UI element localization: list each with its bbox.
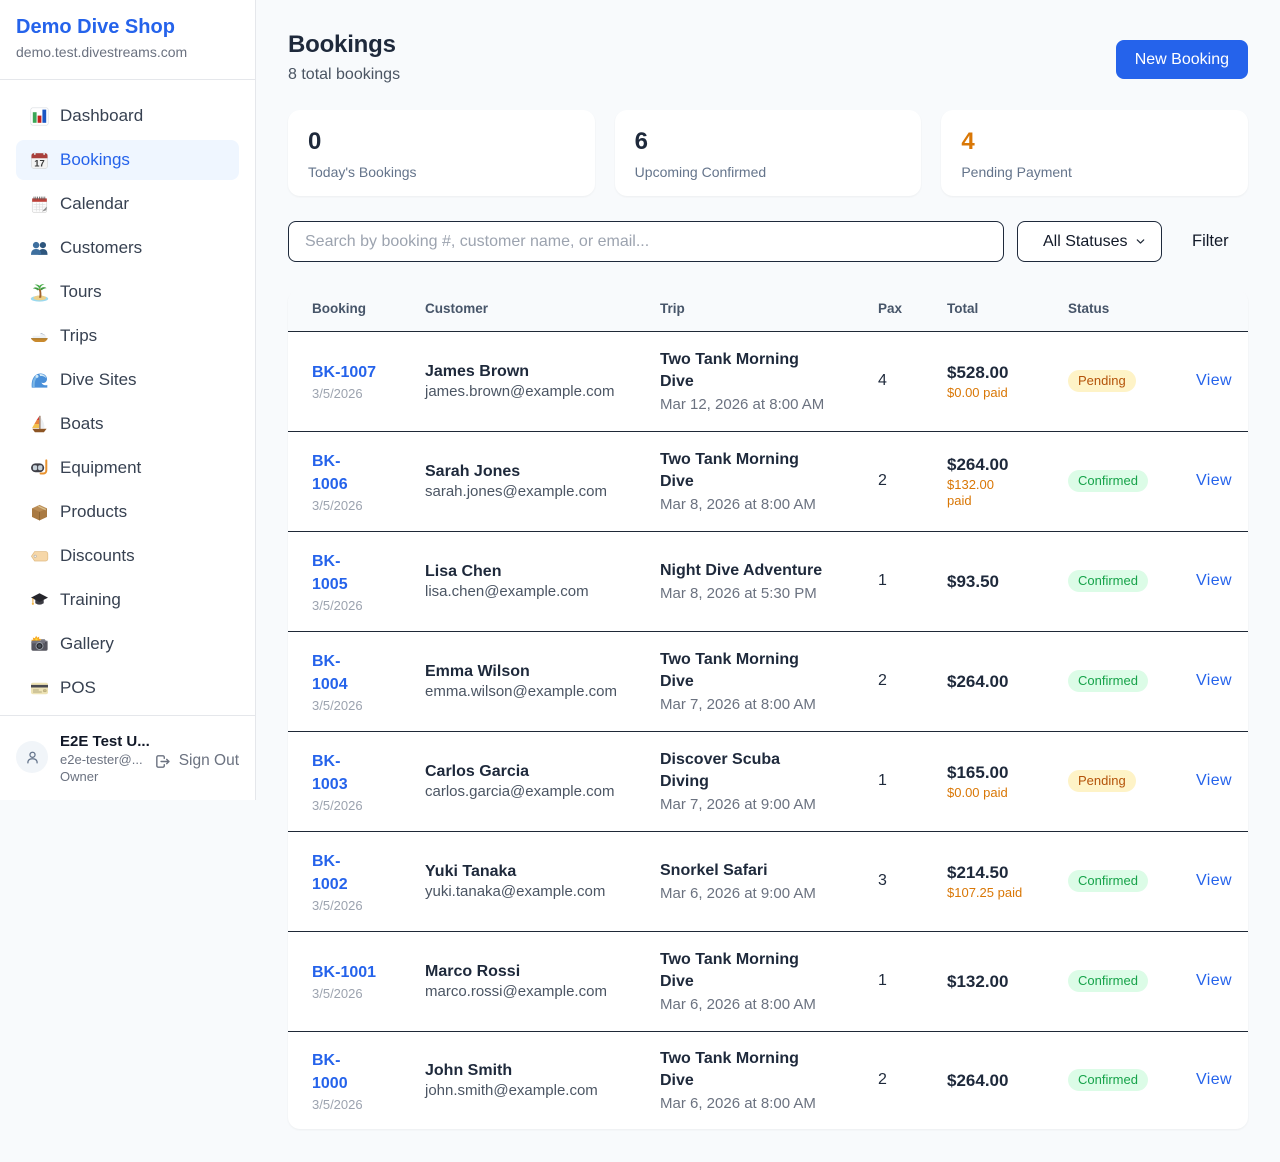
svg-text:17: 17: [34, 157, 44, 168]
